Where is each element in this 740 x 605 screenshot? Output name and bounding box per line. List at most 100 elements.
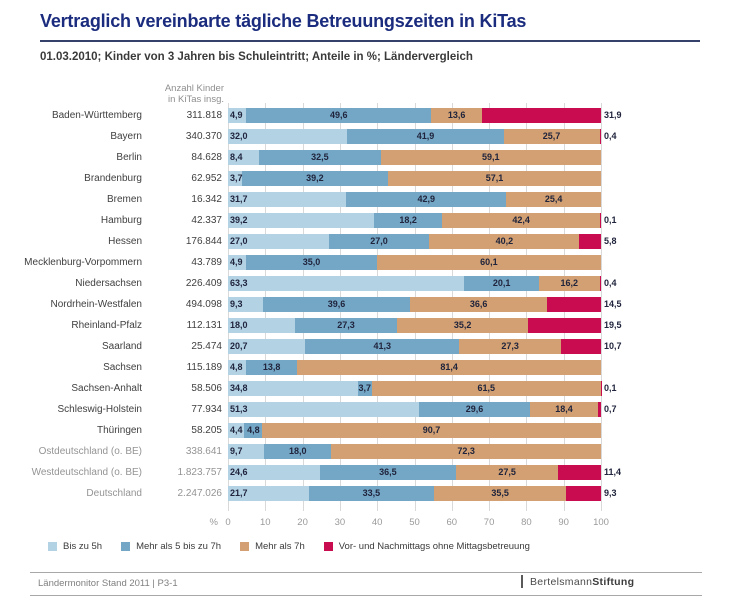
page-subtitle: 01.03.2010; Kinder von 3 Jahren bis Schu…: [40, 51, 473, 63]
bar-segment: [503, 129, 600, 144]
bar-segment: [455, 465, 559, 480]
bar-segment-label: 90,7: [422, 425, 441, 435]
bar-segment: [228, 318, 296, 333]
bar-segment-label: 20,1: [492, 278, 511, 288]
row-count: 43.789: [191, 257, 222, 268]
bar-segment: [431, 108, 482, 123]
bar-segment: [598, 402, 601, 417]
bar-segment: [259, 150, 381, 165]
row-count: 58.205: [191, 425, 222, 436]
table-row-bar: 39,2 18,2 42,4 0,1: [228, 213, 617, 228]
bar-segment-label: 25,7: [542, 131, 561, 141]
bar-segment-label: 27,0: [230, 236, 248, 246]
bar-segment: [539, 276, 600, 291]
table-row-bar: 21,7 33,5 35,5 9,3: [228, 486, 617, 501]
bar-segment: [346, 192, 507, 207]
bar-segment: [482, 108, 601, 123]
legend: Bis zu 5h Mehr als 5 bis zu 7h Mehr als 7h…: [48, 541, 530, 552]
axis-tick-label: 20: [297, 517, 308, 528]
row-count: 62.952: [191, 173, 222, 184]
bar-segment-label: 19,5: [604, 320, 622, 330]
axis-tick-label: 80: [521, 517, 532, 528]
row-label: Brandenburg: [84, 173, 142, 184]
page-title: Vertraglich vereinbarte tägliche Betreuu…: [40, 11, 527, 31]
row-count: 16.342: [191, 194, 222, 205]
row-label: Thüringen: [96, 425, 142, 436]
bar-segment: [566, 486, 601, 501]
bar-segment-label: 35,0: [302, 257, 321, 267]
axis-tick-label: 10: [260, 517, 271, 528]
table-row-bar: 18,0 27,3 35,2 19,5: [228, 318, 622, 333]
bar-segment: [228, 486, 309, 501]
bar-segment: [396, 318, 529, 333]
bar-segment: [506, 192, 601, 207]
bar-segment: [529, 402, 599, 417]
bar-segment-label: 31,7: [230, 194, 248, 204]
bar-segment: [246, 108, 432, 123]
bar-segment: [459, 339, 562, 354]
row-count: 226.409: [185, 278, 222, 289]
table-row-bar: 20,7 41,3 27,3 10,7: [228, 339, 622, 354]
row-label: Ostdeutschland (o. BE): [38, 446, 142, 457]
title-rule: [40, 40, 700, 42]
row-label: Nordrhein-Westfalen: [50, 299, 142, 310]
row-label: Schleswig-Holstein: [57, 404, 142, 415]
table-row-bar: 31,7 42,9 25,4: [228, 192, 601, 207]
bar-segment: [328, 234, 430, 249]
bar-segment: [297, 360, 601, 375]
table-row-bar: 4,9 35,0 60,1: [228, 255, 601, 270]
row-count: 115.189: [186, 362, 222, 373]
row-label: Niedersachsen: [75, 278, 142, 289]
bar-segment: [228, 381, 358, 396]
bar-segment-label: 4,9: [230, 257, 243, 267]
bar-segment: [528, 318, 601, 333]
bar-segment: [347, 129, 504, 144]
bar-segment-label: 42,9: [417, 194, 435, 204]
bar-segment-label: 27,5: [498, 467, 516, 477]
bar-segment: [244, 423, 263, 438]
row-label: Westdeutschland (o. BE): [31, 467, 142, 478]
bar-segment: [228, 129, 348, 144]
bar-segment: [262, 423, 601, 438]
bar-segment: [357, 381, 372, 396]
bar-segment-label: 18,4: [555, 404, 573, 414]
bar-segment: [228, 276, 465, 291]
bar-segment: [599, 129, 601, 144]
row-label: Sachsen-Anhalt: [71, 383, 142, 394]
row-count: 494.098: [185, 299, 222, 310]
legend-swatch-icon: [121, 542, 131, 551]
row-label: Hamburg: [100, 215, 142, 226]
bar-segment-label: 35,2: [453, 320, 472, 330]
table-row-bar: 9,3 39,6 36,6 14,5: [228, 297, 622, 312]
bar-segment-label: 18,0: [230, 320, 248, 330]
bar-segment: [558, 465, 601, 480]
bar-segment: [376, 255, 601, 270]
table-row-bar: 8,4 32,5 59,1: [228, 150, 601, 165]
bar-segment: [319, 465, 456, 480]
bar-segment: [371, 381, 601, 396]
row-label: Saarland: [101, 341, 142, 352]
bar-segment-label: 42,4: [512, 215, 530, 225]
bar-segment: [433, 486, 567, 501]
bar-segment: [295, 318, 397, 333]
bar-segment-label: 3,7: [230, 173, 243, 183]
row-count: 2.247.026: [177, 488, 223, 499]
bar-segment: [599, 276, 601, 291]
bar-segment: [245, 360, 298, 375]
count-column-header: Anzahl Kinder in KiTas insg.: [94, 83, 224, 105]
row-count: 77.934: [191, 404, 222, 415]
bar-segment-label: 34,8: [230, 383, 248, 393]
bertelsmann-stiftung-logo: Bertelsmann Stiftung: [521, 575, 634, 588]
row-label: Bremen: [106, 194, 142, 205]
bar-segment-label: 9,3: [230, 299, 243, 309]
bar-segment-label: 41,3: [373, 341, 391, 351]
row-label: Bayern: [110, 131, 142, 142]
axis-unit-label: %: [209, 517, 218, 528]
bar-segment: [228, 423, 245, 438]
row-label: Hessen: [108, 236, 142, 247]
bar-segment: [380, 150, 601, 165]
table-row-bar: 24,6 36,5 27,5 11,4: [228, 465, 621, 480]
axis-tick-label: 50: [409, 517, 420, 528]
bar-segment-label: 0,4: [604, 131, 617, 141]
